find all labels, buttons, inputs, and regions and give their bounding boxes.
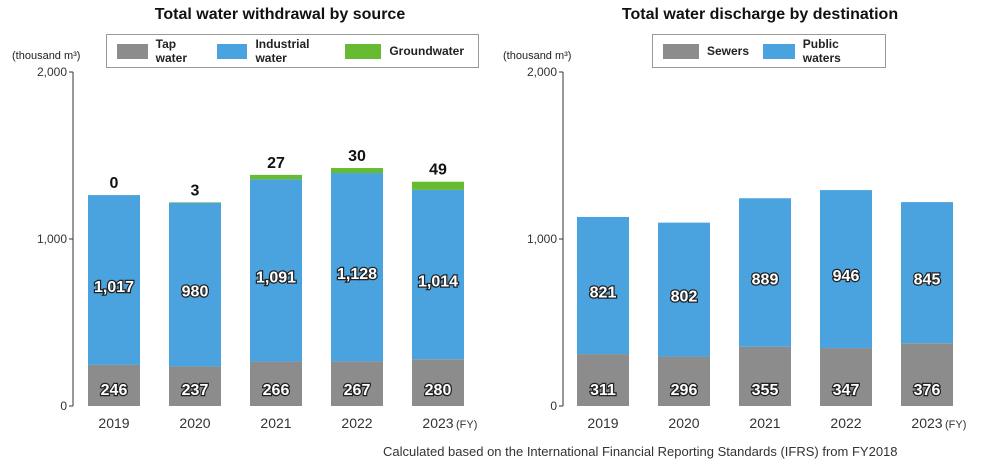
withdrawal-data-label: 266 — [263, 382, 290, 399]
discharge-data-label: 821 — [590, 285, 617, 302]
withdrawal-bar-tap-water — [169, 366, 221, 406]
discharge-bar-public-waters — [739, 198, 791, 347]
discharge-bar-sewers — [658, 356, 710, 406]
legend-label-public-waters: Public waters — [802, 37, 841, 65]
discharge-x-tick-label: 2021 — [749, 415, 780, 431]
withdrawal-bar-tap-water — [331, 361, 383, 406]
withdrawal-data-label: 49 — [429, 162, 447, 179]
withdrawal-data-label: 1,014 — [418, 274, 458, 291]
withdrawal-bar-industrial-water — [169, 202, 221, 367]
legend-item-public-waters: Public waters — [763, 37, 871, 65]
legend-swatch-public-waters — [763, 43, 795, 59]
withdrawal-data-label: 246 — [101, 382, 128, 399]
withdrawal-fy-suffix: (FY) — [456, 419, 477, 431]
withdrawal-x-tick-label: 2021 — [260, 415, 291, 431]
y-axis-unit-discharge: (thousand m³) — [503, 50, 572, 62]
discharge-data-label: 355 — [752, 382, 779, 399]
discharge-data-label: 889 — [752, 271, 779, 288]
chart-title-withdrawal: Total water withdrawal by source — [154, 6, 406, 23]
withdrawal-x-tick-label: 2022 — [341, 415, 372, 431]
legend-withdrawal: Tap water Industrial water Groundwater — [106, 34, 479, 68]
discharge-bar-sewers — [901, 343, 953, 406]
discharge-data-label: 376 — [914, 382, 941, 399]
discharge-bar-public-waters — [820, 190, 872, 349]
discharge-data-label: 802 — [671, 289, 698, 306]
withdrawal-data-label: 1,128 — [337, 266, 377, 283]
withdrawal-bar-groundwater — [331, 168, 383, 174]
withdrawal-x-tick-label: 2020 — [179, 415, 210, 431]
discharge-bar-public-waters — [658, 222, 710, 357]
withdrawal-bar-tap-water — [412, 359, 464, 406]
withdrawal-y-tick-label: 1,000 — [37, 232, 67, 246]
withdrawal-data-label: 27 — [267, 155, 285, 172]
discharge-y-tick-label: 0 — [550, 399, 557, 413]
withdrawal-bar-industrial-water — [412, 189, 464, 360]
y-axis-unit-withdrawal: (thousand m³) — [12, 50, 81, 62]
withdrawal-data-label: 280 — [425, 382, 452, 399]
withdrawal-bar-industrial-water — [250, 179, 302, 362]
legend-item-industrial-water: Industrial water — [216, 37, 332, 65]
legend-label-sewers: Sewers — [707, 44, 750, 58]
discharge-bar-public-waters — [577, 216, 629, 355]
discharge-data-label: 845 — [914, 272, 941, 289]
discharge-data-label: 311 — [590, 382, 616, 399]
legend-discharge: Sewers Public waters — [652, 34, 886, 68]
discharge-bar-sewers — [739, 346, 791, 406]
discharge-bar-sewers — [820, 348, 872, 406]
withdrawal-bar-industrial-water — [88, 195, 140, 365]
withdrawal-bar-tap-water — [250, 361, 302, 406]
withdrawal-y-tick-label: 0 — [60, 399, 67, 413]
discharge-data-label: 946 — [833, 268, 860, 285]
withdrawal-data-label: 237 — [182, 382, 209, 399]
withdrawal-data-label: 0 — [110, 175, 119, 192]
withdrawal-bar-groundwater — [169, 202, 221, 203]
discharge-x-tick-label: 2020 — [668, 415, 699, 431]
discharge-data-label: 347 — [833, 382, 860, 399]
legend-label-groundwater: Groundwater — [389, 44, 464, 58]
withdrawal-data-label: 30 — [348, 148, 366, 165]
withdrawal-data-label: 1,017 — [94, 279, 134, 296]
legend-item-groundwater: Groundwater — [345, 43, 464, 59]
discharge-y-tick-label: 1,000 — [527, 232, 557, 246]
withdrawal-data-label: 267 — [344, 382, 371, 399]
withdrawal-bar-groundwater — [412, 181, 464, 190]
discharge-x-tick-label: 2019 — [587, 415, 618, 431]
legend-swatch-sewers — [663, 43, 699, 59]
discharge-x-tick-label: 2022 — [830, 415, 861, 431]
chart-title-discharge: Total water discharge by destination — [621, 6, 899, 23]
discharge-data-label: 296 — [671, 382, 698, 399]
legend-swatch-industrial-water — [216, 43, 248, 59]
discharge-bar-public-waters — [901, 202, 953, 344]
withdrawal-x-tick-label: 2023 — [422, 415, 453, 431]
legend-item-tap-water: Tap water — [117, 37, 203, 65]
footnote: Calculated based on the International Fi… — [383, 444, 898, 459]
withdrawal-bar-tap-water — [88, 364, 140, 406]
withdrawal-y-tick-label: 2,000 — [37, 65, 67, 79]
discharge-bar-sewers — [577, 354, 629, 406]
withdrawal-data-label: 3 — [191, 182, 200, 199]
discharge-y-tick-label: 2,000 — [527, 65, 557, 79]
withdrawal-bar-industrial-water — [331, 173, 383, 362]
withdrawal-data-label: 1,091 — [256, 269, 296, 286]
withdrawal-bar-groundwater — [250, 174, 302, 180]
legend-swatch-groundwater — [345, 43, 382, 59]
legend-label-tap-water: Tap water — [155, 37, 188, 65]
legend-swatch-tap-water — [117, 43, 148, 59]
legend-label-industrial-water: Industrial water — [255, 37, 310, 65]
withdrawal-data-label: 980 — [182, 284, 209, 301]
discharge-x-tick-label: 2023 — [911, 415, 942, 431]
withdrawal-x-tick-label: 2019 — [98, 415, 129, 431]
legend-item-sewers: Sewers — [663, 43, 750, 59]
discharge-fy-suffix: (FY) — [945, 419, 966, 431]
